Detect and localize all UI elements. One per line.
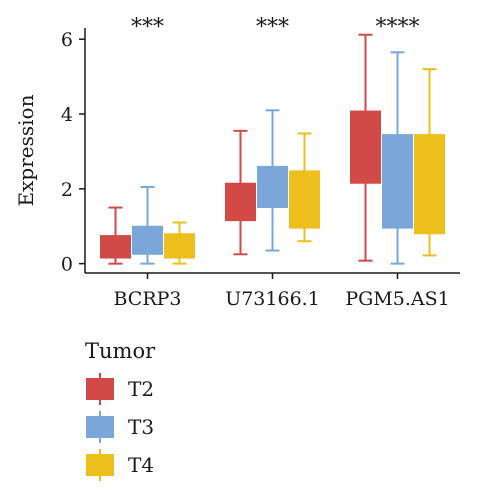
axes: 0 2 4 6 Expression BCRP3 U73166.1 PGM5.AS1: [14, 28, 460, 310]
y-tick-label: 0: [61, 254, 73, 276]
box-T2-BCRP3: [100, 206, 131, 265]
significance-label: ***: [131, 15, 164, 40]
legend-label: T2: [128, 377, 154, 401]
box-body: [225, 182, 256, 222]
y-tick-label: 2: [61, 179, 73, 201]
significance-labels: *** *** ****: [131, 15, 420, 40]
box-body: [100, 235, 131, 259]
box-T4-BCRP3: [164, 221, 195, 265]
box-T3-PGM5.AS1: [382, 51, 413, 265]
y-axis-title: Expression: [14, 94, 38, 206]
legend-label: T3: [128, 415, 154, 439]
box-T4-U73166.1: [289, 132, 320, 243]
significance-label: ***: [256, 15, 289, 40]
y-tick-label: 4: [61, 104, 73, 126]
boxes: [100, 33, 445, 265]
box-T2-PGM5.AS1: [350, 33, 381, 262]
legend-key-box: [86, 416, 114, 438]
x-tick-label: BCRP3: [113, 288, 181, 310]
legend-title: Tumor: [85, 339, 156, 363]
x-tick-label: U73166.1: [225, 288, 320, 310]
legend-item-T4: T4: [86, 449, 154, 481]
box-T4-PGM5.AS1: [414, 68, 445, 257]
significance-label: ****: [376, 15, 420, 40]
legend-item-T2: T2: [86, 373, 154, 405]
x-tick-label: PGM5.AS1: [345, 288, 449, 310]
y-tick-label: 6: [61, 29, 73, 51]
box-body: [289, 170, 320, 229]
legend-key-box: [86, 454, 114, 476]
legend-item-T3: T3: [86, 411, 154, 443]
box-T3-U73166.1: [257, 109, 288, 252]
box-body: [257, 165, 288, 209]
legend: Tumor T2 T3 T4: [85, 339, 156, 481]
box-T2-U73166.1: [225, 129, 256, 256]
box-body: [132, 225, 163, 255]
legend-key-box: [86, 378, 114, 400]
box-T3-BCRP3: [132, 185, 163, 265]
legend-label: T4: [128, 453, 154, 477]
